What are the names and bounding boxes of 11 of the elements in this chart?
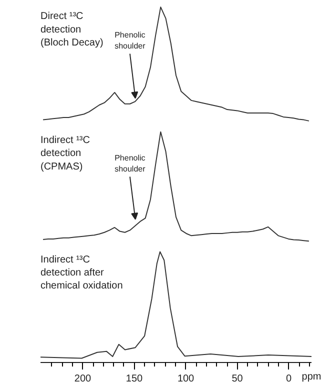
x-tick-label: 50 <box>232 374 244 384</box>
text: Direct ¹³C detection (Bloch Decay) <box>40 11 104 49</box>
annotation: Phenolic shoulder <box>114 30 146 50</box>
annotation: Phenolic shoulder <box>114 154 146 174</box>
x-tick-label: 200 <box>74 374 92 384</box>
text: Indirect ¹³C detection (CPMAS) <box>40 135 90 172</box>
x-tick-label: 150 <box>126 374 144 384</box>
x-tick-label: 100 <box>177 374 195 384</box>
text: Indirect ¹³C detection after chemical oxidation <box>40 254 123 292</box>
x-tick-label: 0 <box>286 374 292 384</box>
x-axis-title: ppm <box>302 372 322 382</box>
